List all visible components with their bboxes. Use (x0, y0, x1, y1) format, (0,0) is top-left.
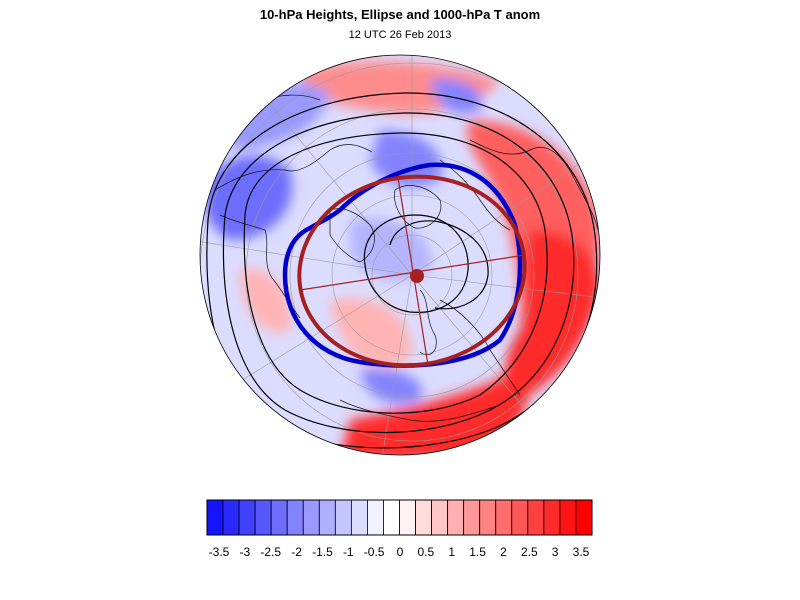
colorbar-tick-label: -1 (343, 545, 354, 559)
colorbar-cell (511, 499, 529, 536)
colorbar-cell (222, 499, 240, 536)
figure-subtitle: 12 UTC 26 Feb 2013 (348, 29, 452, 41)
colorbar-tick-label: -2.5 (260, 545, 281, 559)
colorbar-cell (302, 499, 320, 536)
colorbar-cell (206, 499, 224, 536)
colorbar-tick-label: -1.5 (312, 545, 333, 559)
colorbar-cell (367, 499, 384, 536)
colorbar-tick-label: -2 (291, 545, 302, 559)
colorbar-cell (463, 499, 481, 536)
colorbar-cell (431, 499, 449, 536)
colorbar-tick-label: 3 (552, 545, 559, 559)
colorbar-tick-label: 2 (500, 545, 507, 559)
colorbar-tick-label: 1.5 (469, 545, 486, 559)
colorbar-cell (399, 499, 416, 536)
colorbar-tick-label: 2.5 (521, 545, 538, 559)
colorbar-cell (559, 499, 577, 536)
colorbar-tick-label: 3.5 (573, 545, 590, 559)
colorbar-cell (575, 499, 593, 536)
colorbar-cell (270, 499, 288, 536)
polar-map (199, 54, 601, 456)
colorbar-cell (415, 499, 432, 536)
colorbar-cell (238, 499, 256, 536)
globe-outline (199, 54, 601, 456)
colorbar-cell (350, 499, 368, 536)
vortex-edge (282, 162, 523, 368)
colorbar-tick-label: 0 (397, 545, 404, 559)
colorbar-cell (383, 499, 400, 536)
colorbar-cell (543, 499, 561, 536)
fitted-ellipse (297, 174, 527, 368)
colorbar-cell (495, 499, 513, 536)
colorbar-cell (334, 499, 352, 536)
colorbar-tick-label: -3 (240, 545, 251, 559)
colorbar-cell (447, 499, 465, 536)
figure-title: 10-hPa Heights, Ellipse and 1000-hPa T a… (259, 7, 541, 22)
colorbar-tick-label: -0.5 (364, 545, 385, 559)
colorbar-cell (254, 499, 272, 536)
colorbar-tick-label: 0.5 (418, 545, 435, 559)
colorbar-cell (479, 499, 497, 536)
colorbar-cell (286, 499, 304, 536)
colorbar-cell (318, 499, 336, 536)
colorbar-cell (527, 499, 545, 536)
colorbar-tick-label: -3.5 (209, 545, 230, 559)
colorbar-tick-label: 1 (448, 545, 455, 559)
